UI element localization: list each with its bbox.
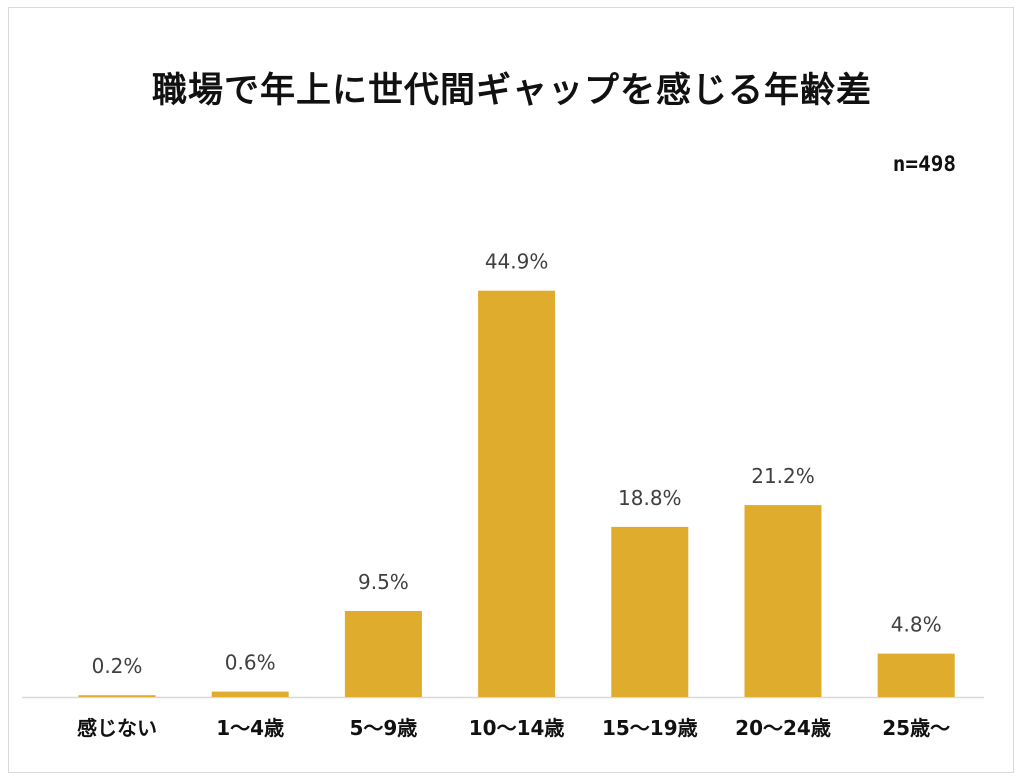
category-label-6: 25歳～ — [882, 716, 950, 740]
bar-4 — [611, 526, 689, 697]
category-label-3: 10～14歳 — [469, 716, 565, 740]
sample-size-note: n=498 — [892, 152, 956, 176]
category-label-4: 15～19歳 — [602, 716, 698, 740]
bar-1 — [211, 691, 289, 697]
value-label-6: 4.8% — [891, 613, 942, 637]
chart-title: 職場で年上に世代間ギャップを感じる年齢差 — [151, 71, 872, 111]
bar-6 — [877, 653, 955, 697]
value-label-0: 0.2% — [92, 654, 143, 678]
value-label-5: 21.2% — [751, 464, 815, 488]
category-label-5: 20～24歳 — [735, 716, 831, 740]
category-label-0: 感じない — [77, 716, 157, 740]
value-label-1: 0.6% — [225, 651, 276, 675]
bar-0 — [78, 695, 156, 697]
bar-3 — [478, 290, 556, 697]
category-label-1: 1～4歳 — [216, 716, 284, 740]
category-label-2: 5～9歳 — [349, 716, 417, 740]
bar-5 — [744, 505, 822, 697]
value-label-2: 9.5% — [358, 570, 409, 594]
value-label-3: 44.9% — [485, 250, 549, 274]
value-label-4: 18.8% — [618, 486, 682, 510]
bar-2 — [344, 611, 422, 697]
